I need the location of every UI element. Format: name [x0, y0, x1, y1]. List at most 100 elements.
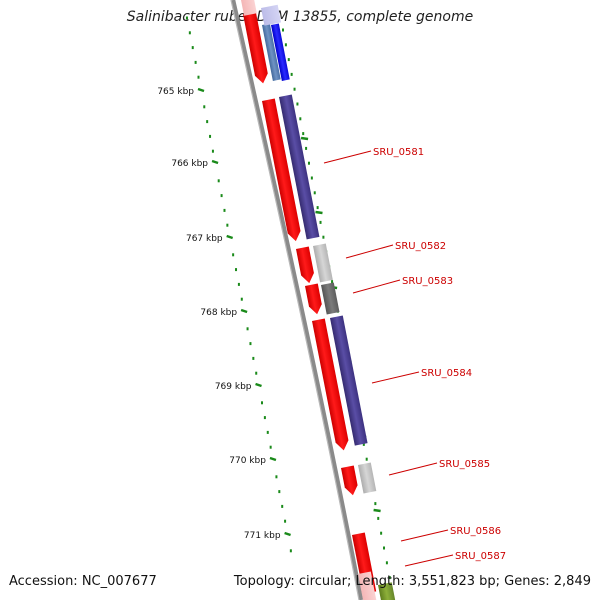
kbp-tick-label: 770 kbp	[229, 456, 266, 466]
cds-arrow	[262, 98, 301, 242]
scale-dot	[383, 546, 386, 550]
scale-dot	[380, 531, 383, 535]
scale-dot	[232, 253, 235, 257]
gene-label[interactable]: SRU_0587	[455, 551, 506, 562]
scale-dot	[266, 430, 269, 434]
scale-dot	[237, 282, 240, 286]
gene-label[interactable]: SRU_0586	[450, 526, 501, 537]
scale-dot	[377, 516, 380, 520]
protein-box	[262, 23, 281, 81]
gene-leader-line	[400, 529, 449, 542]
scale-dot	[299, 117, 302, 121]
scale-dot	[203, 105, 206, 109]
scale-dot	[322, 235, 325, 239]
scale-dot	[284, 519, 287, 523]
protein-box	[270, 23, 290, 81]
scale-dot	[188, 31, 191, 35]
cds-arrow-faded	[358, 571, 377, 600]
scale-dot	[293, 87, 296, 91]
protein-box	[330, 315, 368, 446]
gene-leader-line	[388, 462, 438, 476]
gene-label[interactable]: SRU_0583	[402, 276, 453, 287]
genome-backbone-highlight	[230, 0, 360, 600]
scale-dot	[388, 576, 391, 580]
scale-dot	[281, 504, 284, 508]
cds-arrow-faded	[241, 0, 257, 16]
protein-box	[313, 243, 333, 283]
scale-dot	[235, 268, 238, 272]
kbp-tick-label: 771 kbp	[244, 531, 281, 541]
scale-dot	[263, 416, 266, 420]
protein-box	[321, 282, 340, 315]
kbp-tick-label: 766 kbp	[171, 159, 208, 169]
gene-leader-line	[352, 279, 401, 294]
kbp-tick	[255, 382, 262, 388]
cds-arrow	[243, 11, 268, 84]
scale-dot	[269, 445, 272, 449]
kbp-tick	[269, 456, 277, 462]
scale-dot	[194, 60, 197, 64]
kbp-tick-label: 768 kbp	[200, 308, 237, 318]
scale-dot	[240, 297, 243, 301]
scale-dot	[211, 149, 214, 153]
scale-dot	[305, 146, 308, 150]
protein-box	[279, 94, 320, 240]
scale-dot	[220, 194, 223, 198]
scale-dot	[316, 206, 319, 210]
scale-dot	[307, 161, 310, 165]
gene-label[interactable]: SRU_0584	[421, 368, 472, 379]
kbp-tick-label: 767 kbp	[186, 234, 223, 244]
gene-leader-line	[404, 554, 454, 567]
scale-dot	[206, 120, 209, 124]
protein-box	[358, 462, 377, 494]
scale-dot	[310, 176, 313, 180]
scale-dot	[226, 223, 229, 227]
cds-arrow	[296, 246, 314, 284]
kbp-tick	[226, 234, 234, 240]
scale-dot	[185, 16, 188, 20]
kbp-tick	[240, 308, 248, 314]
gene-labels: SRU_0581 SRU_0582 SRU_0583 SRU_0584 SRU_0585…	[323, 147, 506, 567]
cds-arrow	[305, 283, 322, 315]
genome-stats-text: Topology: circular; Length: 3,551,823 bp…	[233, 574, 591, 589]
protein-box	[378, 582, 396, 600]
scale-dot	[331, 280, 334, 284]
gene-leader-line	[323, 150, 372, 164]
scale-dot	[284, 43, 287, 47]
scale-dot	[278, 490, 281, 494]
scale-dot	[365, 457, 368, 461]
scale-dot	[249, 342, 252, 346]
kbp-tick	[284, 531, 291, 537]
genome-backbone	[230, 0, 364, 600]
scale-dot	[362, 442, 365, 446]
scale-dot	[290, 72, 293, 76]
kbp-tick-right	[373, 508, 381, 513]
scale-dot	[374, 502, 377, 506]
scale-dot	[191, 46, 194, 50]
scale-dot	[260, 401, 263, 405]
scale-dot	[209, 134, 212, 138]
gene-leader-line	[371, 371, 420, 384]
accession-text: Accession: NC_007677	[9, 574, 157, 589]
scale-dot	[282, 28, 284, 32]
scale-dot	[296, 102, 299, 106]
map-title: Salinibacter ruber DSM 13855, complete g…	[126, 9, 474, 25]
scale-dot	[246, 327, 249, 331]
scale-dot	[275, 475, 278, 479]
scale-dot	[313, 191, 316, 195]
gene-label[interactable]: SRU_0581	[373, 147, 424, 158]
gene-label[interactable]: SRU_0585	[439, 459, 490, 470]
gene-leader-line	[345, 244, 394, 259]
scale-dot	[223, 208, 226, 212]
scale-dot	[319, 220, 322, 224]
scale-dot	[302, 132, 305, 136]
protein-box-faded	[261, 4, 282, 26]
gene-label[interactable]: SRU_0582	[395, 241, 446, 252]
scale-dot	[255, 371, 258, 375]
cds-arrow	[341, 465, 358, 496]
scale-dot	[252, 356, 255, 360]
kbp-tick-label: 765 kbp	[157, 87, 194, 97]
gene-features	[241, 0, 396, 600]
kbp-tick-label: 769 kbp	[215, 382, 252, 392]
